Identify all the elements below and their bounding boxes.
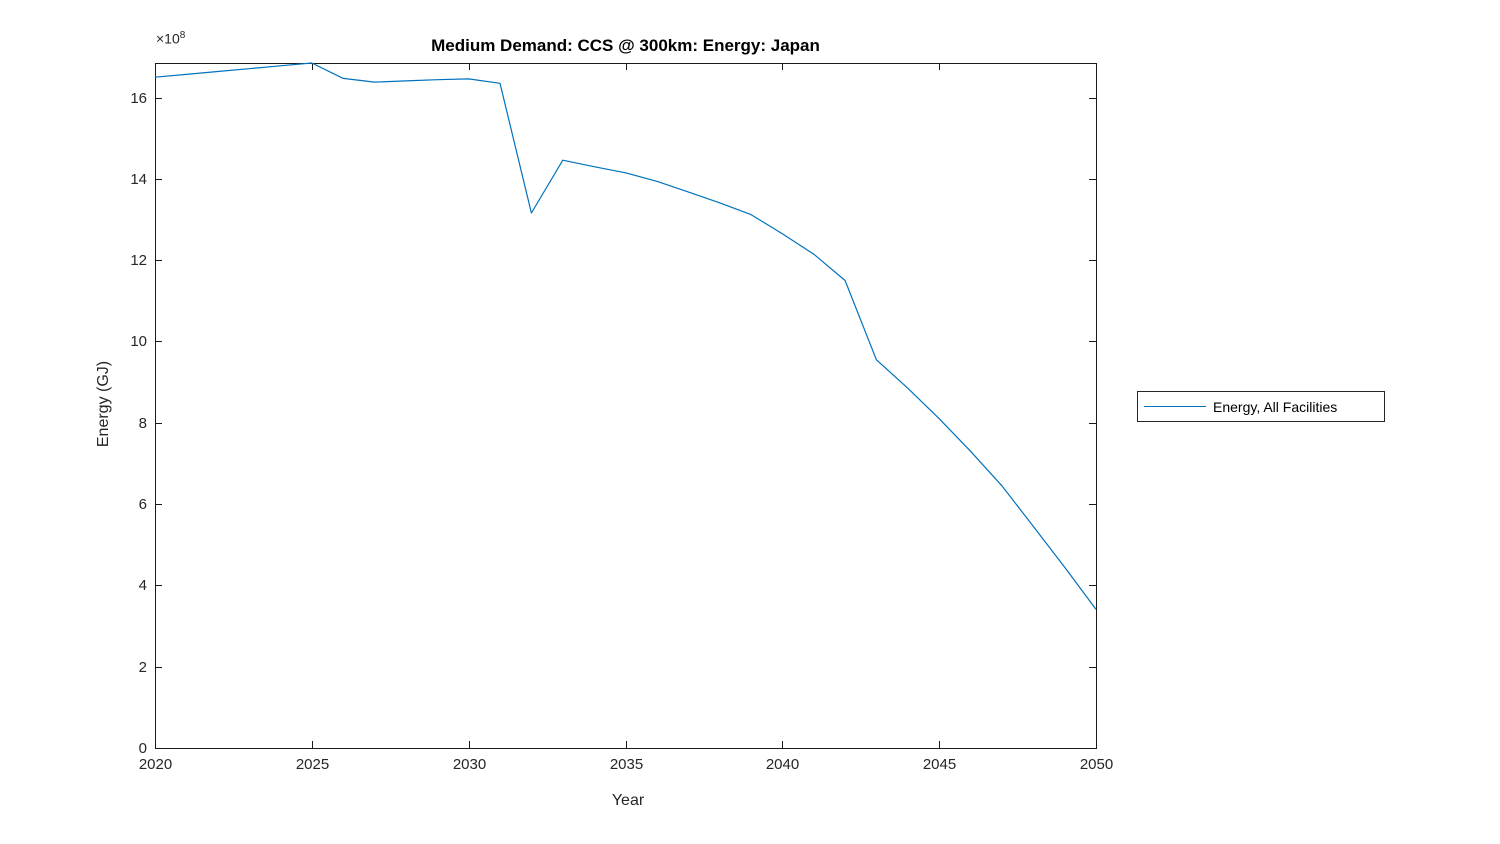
x-tick-label: 2035 (609, 756, 644, 773)
y-tick-label: 6 (138, 495, 147, 513)
y-axis-multiplier-base: ×10 (156, 30, 180, 47)
y-tick-label: 10 (130, 332, 147, 350)
x-axis-label: Year (611, 792, 645, 809)
x-tick-label: 2025 (295, 756, 330, 773)
y-tick-label: 8 (138, 414, 147, 432)
y-tick-label: 16 (130, 89, 147, 107)
y-tick-label: 14 (130, 170, 147, 188)
chart-title: Medium Demand: CCS @ 300km: Energy: Japa… (431, 36, 820, 55)
y-tick-label: 12 (130, 251, 147, 269)
y-tick-label: 2 (138, 658, 147, 676)
y-axis-multiplier-exponent: 8 (179, 30, 186, 41)
legend: Energy, All Facilities (1137, 391, 1385, 422)
axes-box (155, 63, 1097, 749)
y-axis-label: Energy (GJ) (95, 360, 112, 448)
x-tick-label: 2040 (765, 756, 800, 773)
x-tick-label: 2050 (1079, 756, 1114, 773)
x-tick-label: 2045 (922, 756, 957, 773)
x-tick-label: 2020 (138, 756, 173, 773)
y-axis-multiplier: ×108 (156, 30, 185, 47)
y-tick-label: 4 (138, 576, 147, 594)
y-tick-label: 0 (138, 739, 147, 757)
legend-line-sample (1144, 406, 1206, 407)
energy-line (154, 62, 1097, 610)
legend-label: Energy, All Facilities (1213, 398, 1338, 415)
x-tick-label: 2030 (452, 756, 487, 773)
